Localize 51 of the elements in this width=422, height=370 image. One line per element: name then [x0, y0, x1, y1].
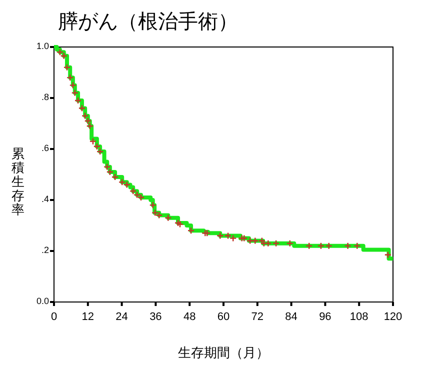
point — [71, 89, 79, 97]
x-tick-label: 120 — [384, 311, 402, 323]
x-axis-title: 生存期間（月） — [178, 345, 269, 360]
point — [155, 212, 163, 219]
point — [344, 242, 352, 250]
point — [63, 64, 71, 72]
point — [251, 237, 259, 244]
point — [260, 240, 268, 247]
point — [317, 242, 325, 250]
point — [174, 219, 182, 227]
point — [272, 240, 280, 247]
x-tick-label: 0 — [50, 311, 58, 323]
point — [137, 194, 145, 202]
chart-title: 膵がん（根治手術） — [58, 11, 238, 33]
y-tick-label: 0.0 — [36, 296, 49, 306]
point — [305, 242, 313, 250]
x-tick-label: 84 — [285, 311, 298, 323]
x-tick-label: 36 — [150, 311, 162, 323]
point — [201, 230, 209, 237]
point — [286, 240, 294, 247]
point — [149, 201, 157, 209]
x-tick-label: 12 — [82, 311, 94, 323]
point — [325, 242, 333, 250]
point — [133, 191, 141, 199]
y-tick-label: .8 — [41, 92, 49, 102]
point — [66, 74, 74, 82]
point — [176, 220, 184, 228]
point — [74, 96, 82, 104]
point — [203, 230, 211, 237]
x-tick-label: 60 — [217, 311, 230, 323]
x-tick-label: 72 — [251, 311, 264, 323]
point — [69, 82, 77, 89]
x-tick-label: 108 — [350, 311, 368, 323]
y-tick-label: 1.0 — [36, 41, 49, 51]
point — [60, 52, 68, 60]
point — [129, 187, 137, 195]
point — [216, 232, 224, 240]
point — [164, 214, 172, 222]
point — [56, 48, 64, 56]
y-tick-label: .4 — [41, 194, 49, 204]
y-tick-label: .2 — [41, 245, 49, 255]
point — [187, 226, 195, 234]
x-tick-label: 96 — [319, 311, 332, 323]
y-axis-title: 累積生存率 — [12, 146, 24, 217]
x-tick-label: 48 — [183, 311, 196, 323]
x-tick-label: 24 — [116, 311, 128, 323]
point — [78, 104, 86, 112]
point — [353, 242, 361, 250]
point — [384, 251, 392, 258]
y-tick-label: .6 — [41, 143, 49, 153]
point — [151, 209, 159, 216]
